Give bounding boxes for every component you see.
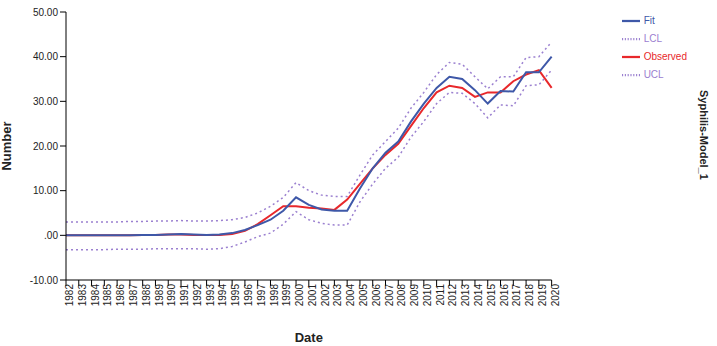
svg-text:2016: 2016 <box>499 284 510 307</box>
svg-text:1992: 1992 <box>192 284 203 307</box>
svg-text:1982: 1982 <box>64 284 75 307</box>
svg-text:2020: 2020 <box>550 284 561 307</box>
svg-text:2003: 2003 <box>332 284 343 307</box>
html-text:Syphilis-Model_1: Syphilis-Model_1 <box>698 90 710 180</box>
svg-text:2005: 2005 <box>358 284 369 307</box>
svg-text:1991: 1991 <box>179 284 190 307</box>
svg-text:2015: 2015 <box>486 284 497 307</box>
svg-text:1996: 1996 <box>243 284 254 307</box>
svg-text:2019: 2019 <box>537 284 548 307</box>
html-text:LCL: LCL <box>643 32 662 44</box>
svg-text:1983: 1983 <box>77 284 88 307</box>
svg-text:2000: 2000 <box>294 284 305 307</box>
svg-text:2002: 2002 <box>320 284 331 307</box>
svg-text:1995: 1995 <box>230 284 241 307</box>
svg-text:2010: 2010 <box>422 284 433 307</box>
svg-text:2001: 2001 <box>307 284 318 307</box>
svg-text:2007: 2007 <box>384 284 395 307</box>
svg-text:2004: 2004 <box>345 284 356 307</box>
svg-text:2012: 2012 <box>448 284 459 307</box>
html-text:Fit: Fit <box>643 14 655 26</box>
svg-text:1987: 1987 <box>128 284 139 307</box>
svg-text:1985: 1985 <box>102 284 113 307</box>
svg-text:2017: 2017 <box>511 284 522 307</box>
svg-text:.00: .00 <box>44 230 58 241</box>
html-text:Observed: Observed <box>643 50 687 62</box>
svg-text:1989: 1989 <box>154 284 165 307</box>
svg-text:30.00: 30.00 <box>33 96 58 107</box>
svg-text:10.00: 10.00 <box>33 185 58 196</box>
svg-text:20.00: 20.00 <box>33 141 58 152</box>
svg-text:1998: 1998 <box>269 284 280 307</box>
svg-text:2011: 2011 <box>435 284 446 306</box>
svg-text:40.00: 40.00 <box>33 51 58 62</box>
svg-text:1990: 1990 <box>166 284 177 307</box>
svg-text:1993: 1993 <box>205 284 216 307</box>
svg-text:2014: 2014 <box>473 284 484 307</box>
svg-text:Number: Number <box>8 121 14 170</box>
svg-text:2008: 2008 <box>396 284 407 307</box>
svg-text:50.00: 50.00 <box>33 7 58 18</box>
svg-text:2018: 2018 <box>524 284 535 307</box>
svg-text:-10.00: -10.00 <box>30 275 59 286</box>
svg-text:1994: 1994 <box>217 284 228 307</box>
html-text:UCL: UCL <box>643 68 664 80</box>
svg-text:2009: 2009 <box>409 284 420 307</box>
svg-text:2006: 2006 <box>371 284 382 307</box>
svg-text:1988: 1988 <box>141 284 152 307</box>
svg-text:1997: 1997 <box>256 284 267 307</box>
svg-text:1999: 1999 <box>281 284 292 307</box>
svg-text:Date: Date <box>295 330 323 345</box>
svg-text:2013: 2013 <box>460 284 471 307</box>
svg-text:1986: 1986 <box>115 284 126 307</box>
svg-text:1984: 1984 <box>90 284 101 307</box>
